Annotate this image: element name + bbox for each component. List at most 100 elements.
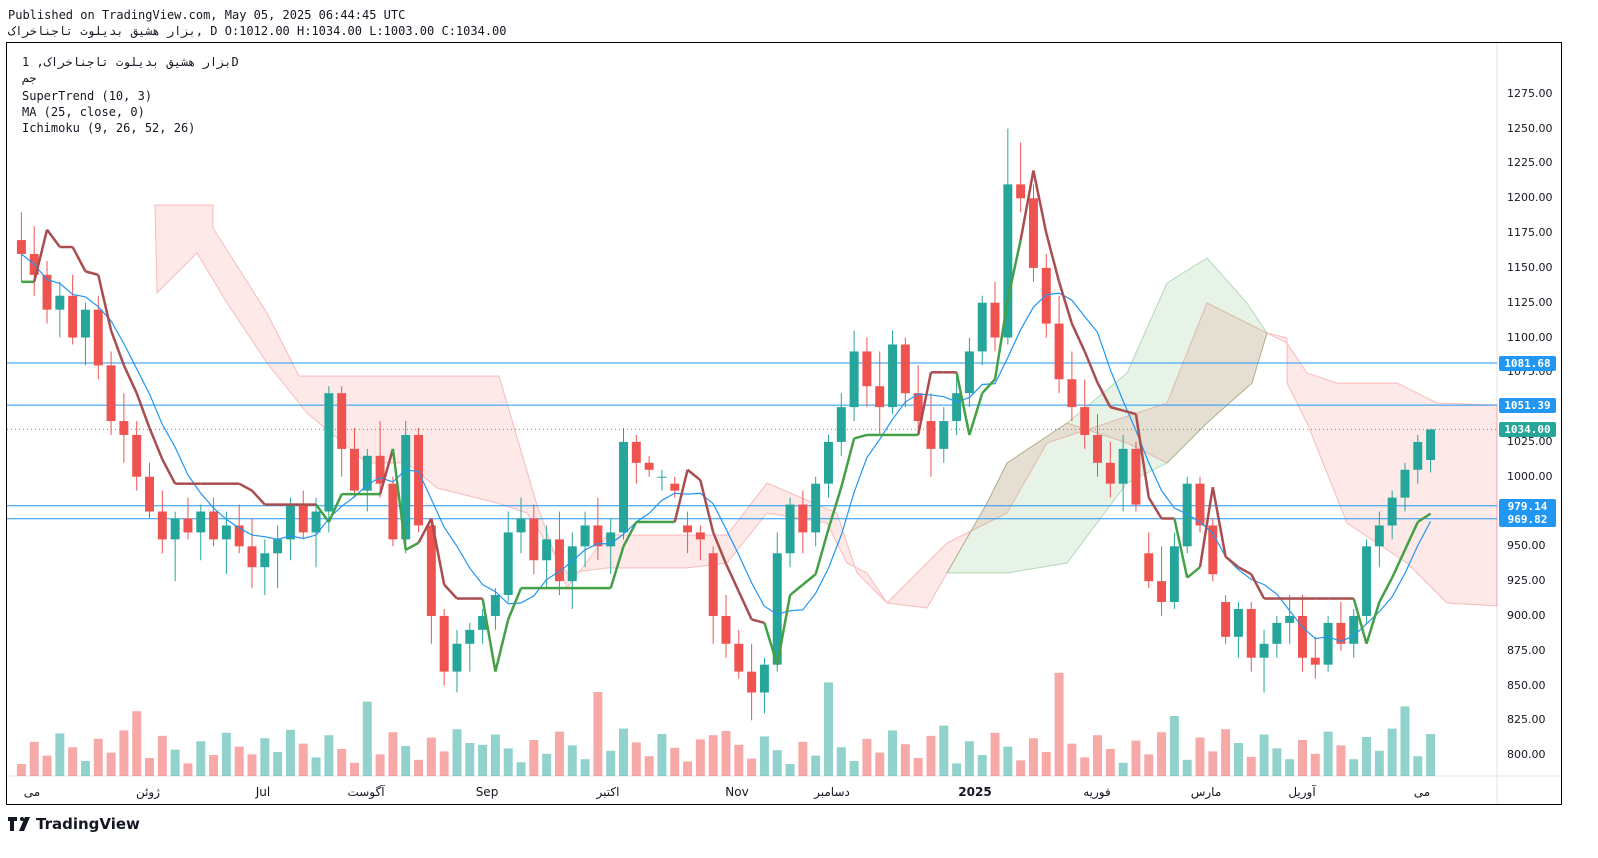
brand-name: TradingView	[36, 815, 140, 833]
supertrend-line	[1147, 496, 1163, 520]
x-tick-label: مارس	[1190, 785, 1222, 799]
volume-bar	[862, 738, 872, 776]
candle-body	[657, 476, 667, 478]
volume-bar	[478, 744, 488, 776]
x-tick-label: اکتبر	[596, 785, 620, 799]
candle-body	[1362, 546, 1372, 616]
tradingview-logo[interactable]: TradingView	[8, 815, 140, 833]
volume-bar	[260, 738, 270, 776]
volume-bar	[811, 755, 821, 776]
candle-body	[1413, 441, 1423, 470]
candle-body	[221, 525, 231, 540]
supertrend-line	[776, 594, 792, 665]
candle-body	[1272, 622, 1282, 644]
supertrend-line	[315, 503, 330, 523]
volume-bar	[221, 732, 231, 776]
candle-body	[234, 525, 244, 547]
volume-bar	[875, 752, 885, 776]
candle-body	[747, 671, 757, 693]
volume-bar	[1016, 760, 1026, 776]
volume-bar	[1298, 740, 1307, 776]
legend-supertrend[interactable]: SuperTrend (10, 3)	[22, 89, 153, 103]
candle-body	[1105, 462, 1115, 484]
candle-body	[132, 434, 142, 477]
legend-ma[interactable]: MA (25, close, 0)	[22, 105, 145, 119]
candle-body	[708, 553, 718, 616]
volume-bar	[247, 754, 257, 776]
tradingview-logo-icon	[8, 817, 30, 831]
supertrend-line	[1019, 170, 1035, 241]
volume-bar	[785, 764, 795, 776]
supertrend-line	[763, 622, 779, 666]
volume-bar	[606, 750, 616, 776]
x-tick-label: ژوئن	[135, 785, 161, 799]
y-tick-label: 900.00	[1507, 608, 1546, 622]
candle-body	[401, 434, 411, 540]
volume-bar	[183, 763, 193, 776]
volume-bar	[55, 733, 65, 776]
candle-body	[1259, 643, 1269, 658]
supertrend-line	[46, 228, 61, 248]
x-tick-label: می	[1413, 785, 1431, 799]
supertrend-line	[1417, 512, 1432, 524]
legend-exchange: جم	[22, 71, 37, 85]
supertrend-line	[251, 489, 266, 506]
candle-body	[683, 525, 693, 533]
candle-body	[119, 421, 129, 435]
y-tick-label: 925.00	[1507, 574, 1546, 588]
candle-body	[426, 525, 436, 616]
volume-bar	[452, 729, 462, 776]
supertrend-line	[327, 493, 343, 523]
chart-frame[interactable]: بزار هشیق بدیلوت تاجناخراک, 1D جم SuperT…	[6, 42, 1562, 805]
candle-body	[785, 504, 795, 554]
supertrend-line	[840, 438, 856, 488]
x-tick-label: Nov	[725, 785, 749, 799]
candle-body	[209, 511, 219, 540]
volume-bar	[798, 741, 808, 776]
volume-bar	[824, 682, 833, 776]
level-price-badge: 979.14	[1499, 498, 1556, 514]
candle-body	[1221, 602, 1231, 637]
volume-bar	[516, 762, 526, 776]
supertrend-line	[673, 469, 689, 523]
volume-bar	[529, 740, 539, 776]
candle-body	[1067, 379, 1077, 408]
volume-bar	[311, 757, 321, 776]
volume-bar	[1233, 743, 1243, 776]
candle-body	[759, 664, 769, 693]
supertrend-line	[1250, 573, 1266, 600]
volume-bar	[1144, 754, 1154, 776]
volume-bar	[695, 739, 705, 776]
candle-body	[93, 309, 103, 366]
supertrend-line	[507, 587, 523, 620]
candle-body	[157, 511, 167, 540]
candle-body	[1093, 434, 1102, 463]
level-price-badge: 1081.68	[1499, 356, 1556, 371]
candle-body	[529, 518, 539, 561]
volume-bar	[1349, 759, 1359, 776]
volume-bar	[1400, 706, 1410, 776]
volume-bar	[439, 751, 449, 776]
supertrend-line	[1045, 232, 1061, 283]
supertrend-line	[1032, 170, 1048, 234]
candle-body	[772, 553, 782, 665]
y-tick-label: 875.00	[1507, 643, 1546, 657]
candle-body	[734, 643, 744, 672]
supertrend-line	[751, 618, 765, 625]
volume-bar	[337, 749, 347, 776]
volume-bar	[16, 764, 26, 776]
candle-body	[567, 546, 577, 582]
volume-bar	[759, 736, 769, 776]
volume-bar	[1131, 740, 1141, 776]
supertrend-line	[993, 299, 1010, 380]
volume-bar	[1362, 737, 1372, 776]
volume-bar	[1221, 729, 1231, 776]
candle-body	[964, 351, 974, 394]
candle-body	[1400, 469, 1410, 498]
candle-body	[900, 344, 910, 394]
candle-body	[196, 511, 206, 533]
volume-bar	[132, 711, 142, 776]
price-chart[interactable]	[7, 43, 1561, 804]
y-tick-label: 950.00	[1507, 539, 1546, 553]
legend-ichimoku[interactable]: Ichimoku (9, 26, 52, 26)	[22, 121, 196, 135]
